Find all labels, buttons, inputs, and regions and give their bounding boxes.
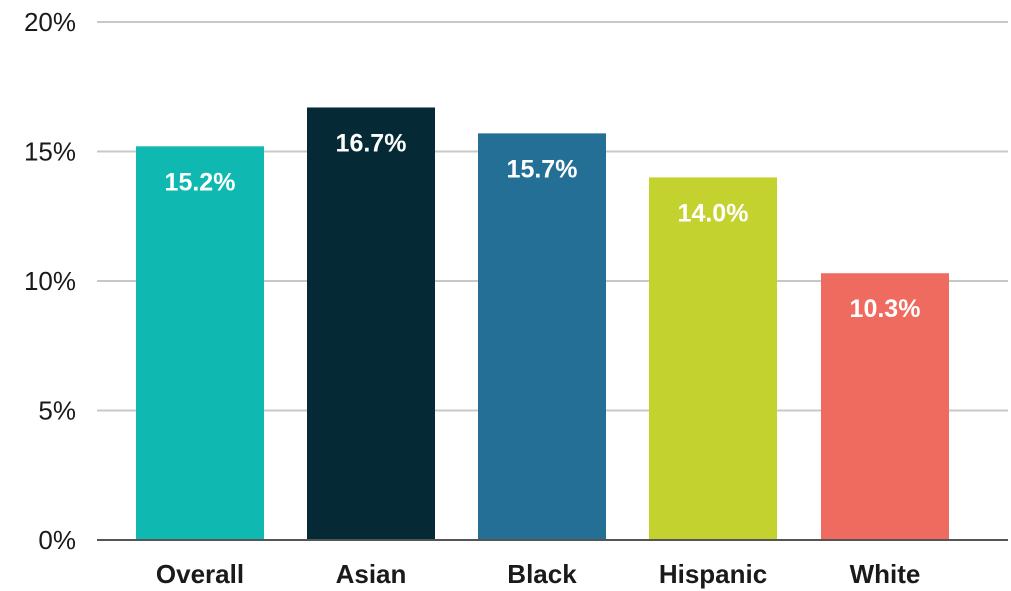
data-label-overall: 15.2% [165, 168, 236, 196]
bars [136, 107, 949, 540]
data-label-hispanic: 14.0% [678, 199, 749, 227]
y-tick-label: 5% [38, 396, 76, 426]
x-category-label: Overall [156, 559, 244, 589]
bar-hispanic [649, 177, 777, 540]
data-label-black: 15.7% [507, 155, 578, 183]
y-tick-label: 15% [24, 137, 76, 167]
x-category-label: White [850, 559, 921, 589]
data-labels: 15.2% 16.7% 15.7% 14.0% 10.3% [165, 129, 921, 323]
bar-asian [307, 107, 435, 540]
y-tick-label: 0% [38, 525, 76, 555]
bar-overall [136, 146, 264, 540]
bar-black [478, 133, 606, 540]
y-tick-label: 10% [24, 266, 76, 296]
data-label-white: 10.3% [850, 295, 921, 323]
data-label-asian: 16.7% [336, 129, 407, 157]
x-category-label: Black [507, 559, 577, 589]
x-category-label: Hispanic [659, 559, 767, 589]
bar-white [821, 273, 949, 540]
y-tick-label: 20% [24, 7, 76, 37]
x-axis-categories: Overall Asian Black Hispanic White [156, 559, 920, 589]
y-axis-ticks: 0% 5% 10% 15% 20% [24, 7, 76, 555]
x-category-label: Asian [336, 559, 407, 589]
